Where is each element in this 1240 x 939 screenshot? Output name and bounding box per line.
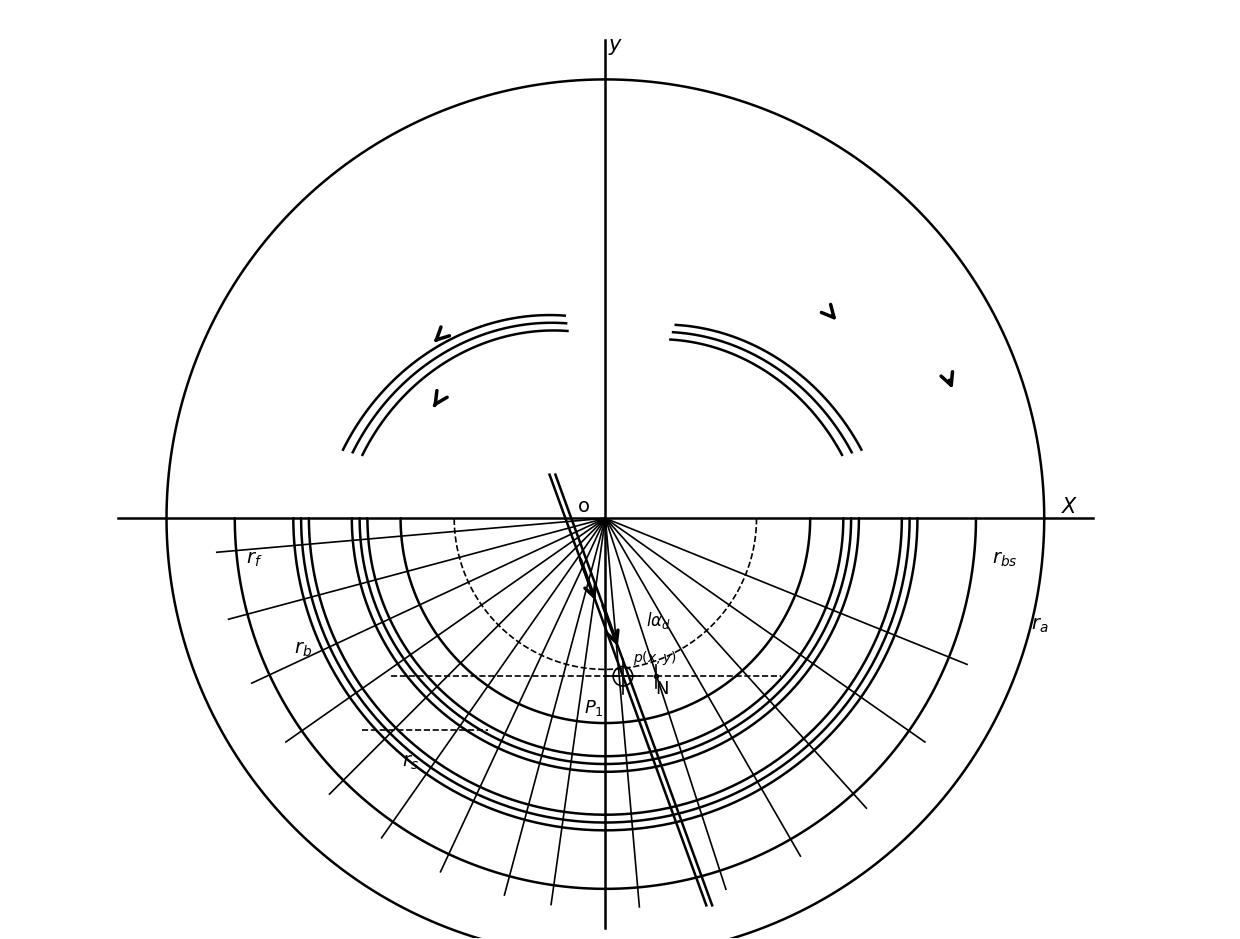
Text: $r_{bs}$: $r_{bs}$ bbox=[992, 549, 1018, 569]
Text: $r_f$: $r_f$ bbox=[246, 549, 263, 569]
Text: $l\alpha_d$: $l\alpha_d$ bbox=[646, 610, 671, 631]
Text: $r_s$: $r_s$ bbox=[402, 752, 419, 772]
Text: $P_1$: $P_1$ bbox=[584, 699, 604, 718]
Text: $r_a$: $r_a$ bbox=[1030, 616, 1048, 635]
Text: $p(x,y)$: $p(x,y)$ bbox=[632, 649, 677, 667]
Text: y: y bbox=[609, 36, 621, 55]
Text: o: o bbox=[578, 497, 590, 516]
Text: $r_b$: $r_b$ bbox=[294, 640, 312, 659]
Text: X: X bbox=[1061, 497, 1076, 516]
Text: N: N bbox=[655, 680, 668, 698]
